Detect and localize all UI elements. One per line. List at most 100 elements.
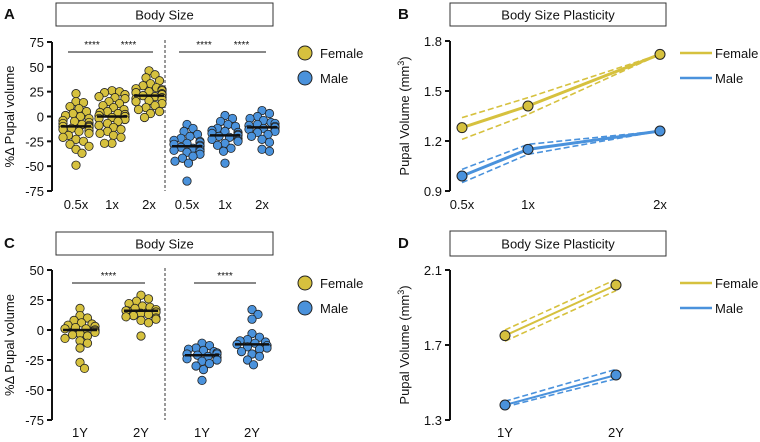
group-male-1Y xyxy=(182,338,222,385)
data-point xyxy=(84,141,94,151)
data-point xyxy=(94,92,104,102)
data-point xyxy=(82,338,93,348)
data-point xyxy=(242,355,253,365)
y-tick-label: -25 xyxy=(25,134,44,149)
legend-marker-male xyxy=(297,70,313,86)
data-point xyxy=(236,346,247,357)
data-point xyxy=(74,126,84,136)
y-tick-label: -25 xyxy=(25,353,44,368)
y-tick-label: 0 xyxy=(37,323,44,338)
data-point xyxy=(264,108,275,119)
data-point xyxy=(198,364,209,375)
data-point xyxy=(60,333,70,343)
x-tick-label: 2Y xyxy=(608,425,624,440)
legend-label-male: Male xyxy=(320,71,348,86)
data-point xyxy=(182,176,192,186)
data-point xyxy=(136,331,146,341)
data-point xyxy=(654,48,666,60)
x-tick-label: 2x xyxy=(142,197,156,212)
ci-upper-line xyxy=(461,130,661,171)
legend-label-male: Male xyxy=(320,301,348,316)
panel-label: B xyxy=(398,6,409,23)
data-point xyxy=(191,361,201,371)
data-point xyxy=(654,125,666,137)
data-point xyxy=(143,294,154,304)
data-point xyxy=(128,310,139,321)
y-tick-label: 1.3 xyxy=(424,413,442,428)
panel-title-box xyxy=(55,2,274,27)
y-tick-label: 50 xyxy=(30,60,44,75)
panel-title: Body Size xyxy=(135,8,194,23)
data-point xyxy=(188,151,198,161)
legend-label-female: Female xyxy=(320,276,363,291)
group-male-2x xyxy=(244,105,280,156)
data-point xyxy=(131,97,141,107)
significance-label: **** xyxy=(84,40,100,51)
ci-upper-line xyxy=(504,278,617,331)
data-point xyxy=(79,363,90,373)
y-axis-label-end: ) xyxy=(397,285,412,289)
legend-label-female: Female xyxy=(320,46,363,61)
data-point xyxy=(67,330,78,340)
significance-label: **** xyxy=(101,271,117,282)
ci-upper-line xyxy=(504,368,617,403)
data-point xyxy=(99,138,110,148)
group-female-2Y xyxy=(121,290,161,341)
legend-label-male: Male xyxy=(715,71,743,86)
data-point xyxy=(247,304,257,315)
mean-line xyxy=(504,284,617,337)
data-point xyxy=(212,140,223,150)
data-point xyxy=(522,100,534,112)
data-point xyxy=(71,89,81,99)
data-point xyxy=(264,137,275,147)
y-axis-label: Pupal Volume (mm3) xyxy=(396,56,412,175)
data-point xyxy=(499,330,511,342)
y-tick-label: 0.9 xyxy=(424,184,442,199)
panel-title: Body Size xyxy=(135,237,194,252)
data-point xyxy=(610,279,622,291)
panel-title-box xyxy=(55,231,274,256)
group-male-1x xyxy=(207,110,243,168)
data-point xyxy=(522,143,534,155)
data-point xyxy=(220,158,230,168)
data-point xyxy=(257,144,267,154)
data-point xyxy=(264,146,275,156)
group-female-1Y xyxy=(60,303,100,373)
legend-label-female: Female xyxy=(715,46,758,61)
data-point xyxy=(121,312,131,322)
data-point xyxy=(75,343,85,353)
mean-line xyxy=(461,52,661,130)
data-point xyxy=(77,148,87,158)
data-point xyxy=(133,104,144,115)
data-point xyxy=(499,399,511,411)
data-point xyxy=(456,170,468,182)
data-point xyxy=(65,139,75,149)
ci-lower-line xyxy=(504,289,617,342)
data-point xyxy=(610,369,622,381)
x-tick-label: 0.5x xyxy=(175,197,200,212)
data-point xyxy=(108,130,119,140)
y-axis-label-superscript: 3 xyxy=(396,61,406,66)
x-tick-label: 1x xyxy=(218,197,232,212)
series-male xyxy=(499,368,622,411)
significance-label: **** xyxy=(217,271,233,282)
panel-label: C xyxy=(4,235,15,252)
mean-line xyxy=(504,374,617,406)
data-point xyxy=(197,375,207,385)
data-point xyxy=(233,136,243,146)
x-tick-label: 1Y xyxy=(497,425,513,440)
panel-title: Body Size Plasticity xyxy=(501,8,615,23)
y-tick-label: 75 xyxy=(30,35,44,50)
panel-label: D xyxy=(398,235,409,252)
data-point xyxy=(247,314,257,324)
data-point xyxy=(84,128,94,138)
data-point xyxy=(143,318,154,328)
x-tick-label: 1Y xyxy=(194,425,210,440)
y-tick-label: 1.8 xyxy=(424,34,442,49)
y-tick-label: 1.5 xyxy=(424,84,442,99)
significance-label: **** xyxy=(234,40,250,51)
ci-upper-line xyxy=(461,53,661,119)
y-tick-label: 25 xyxy=(30,85,44,100)
data-point xyxy=(95,128,105,138)
